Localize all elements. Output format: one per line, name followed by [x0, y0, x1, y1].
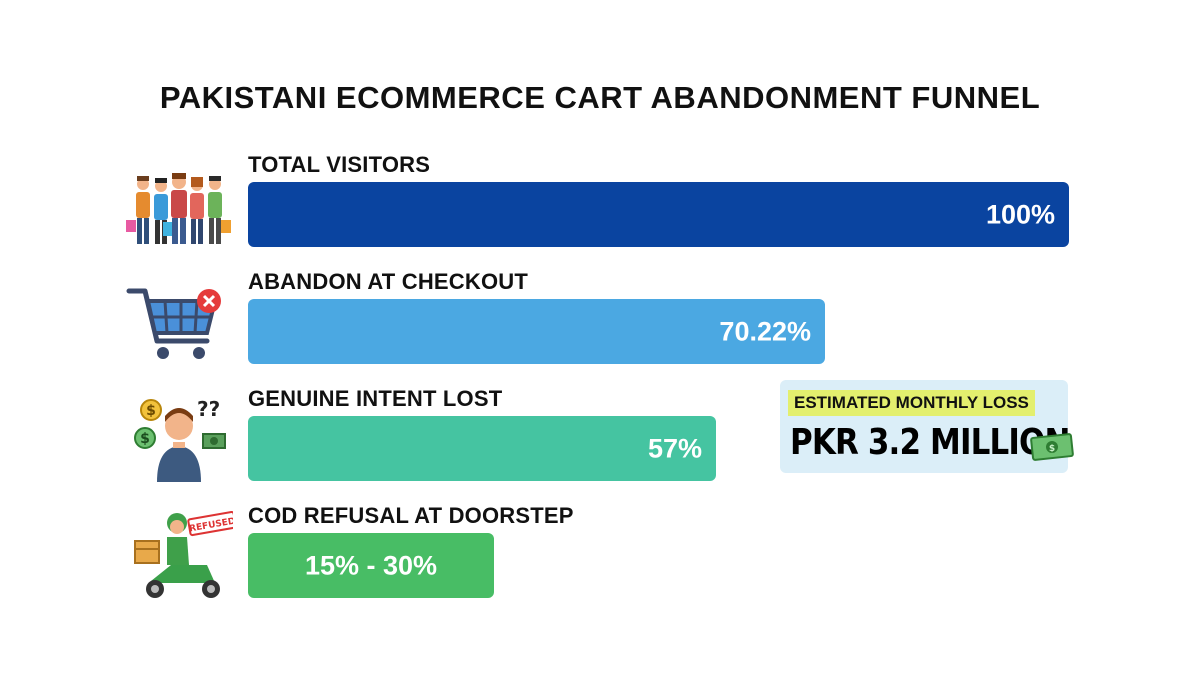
funnel-row-abandon-checkout: ABANDON AT CHECKOUT 70.22% [0, 269, 1200, 389]
shoppers-group-icon [115, 152, 233, 262]
loss-card-amount: PKR 3.2 MILLION [790, 422, 1070, 463]
svg-text:$: $ [140, 431, 150, 447]
money-cash-icon: $ [1030, 432, 1076, 467]
funnel-row-genuine-intent: $ $ ?? GENUINE INTENT LOST 57% [0, 386, 1200, 506]
shopping-cart-cancel-icon [115, 269, 233, 379]
svg-text:??: ?? [197, 397, 220, 421]
bar-abandon-checkout: 70.22% [248, 299, 825, 364]
value-label-genuine-intent: 57% [647, 433, 702, 463]
svg-text:$: $ [146, 403, 156, 419]
value-label-cod-refusal: 15% - 30% [304, 550, 438, 580]
funnel-row-total-visitors: TOTAL VISITORS 100% [0, 152, 1200, 272]
row-label-abandon-checkout: ABANDON AT CHECKOUT [248, 269, 529, 294]
estimated-loss-card: ESTIMATED MONTHLY LOSS PKR 3.2 MILLION $ [780, 380, 1074, 473]
chart-title: PAKISTANI ECOMMERCE CART ABANDONMENT FUN… [159, 80, 1041, 115]
bar-genuine-intent: 57% [248, 416, 716, 481]
bar-cod-refusal: 15% - 30% [248, 533, 494, 598]
delivery-scooter-refused-icon: REFUSED [115, 503, 237, 613]
loss-card-label: ESTIMATED MONTHLY LOSS [788, 390, 1035, 416]
confused-person-money-icon: $ $ ?? [115, 386, 233, 496]
row-label-total-visitors: TOTAL VISITORS [248, 152, 431, 177]
bar-total-visitors: 100% [248, 182, 1069, 247]
value-label-abandon-checkout: 70.22% [719, 316, 811, 346]
funnel-row-cod-refusal: REFUSED COD REFUSAL AT DOORSTEP 15% - 30… [0, 503, 1200, 623]
row-label-cod-refusal: COD REFUSAL AT DOORSTEP [248, 503, 574, 528]
row-label-genuine-intent: GENUINE INTENT LOST [248, 386, 503, 411]
value-label-total-visitors: 100% [985, 199, 1055, 229]
svg-text:$: $ [1049, 444, 1055, 454]
